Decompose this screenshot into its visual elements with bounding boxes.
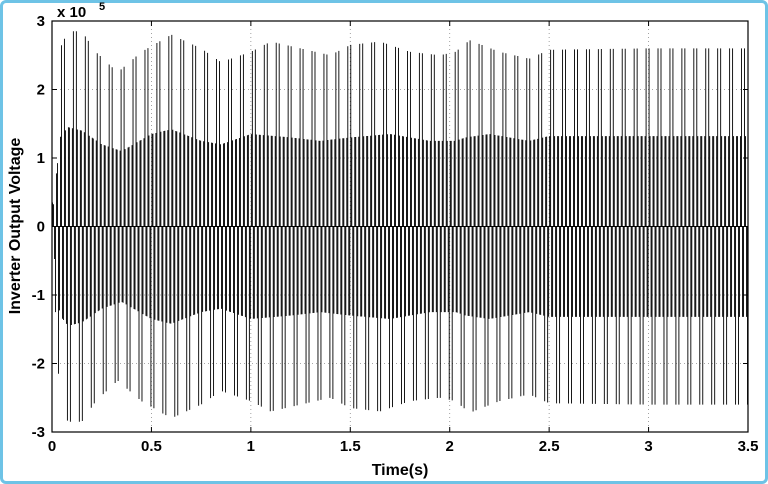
y-scale-exponent: 5	[99, 1, 105, 13]
y-tick-label: 3	[37, 13, 45, 30]
x-tick-label: 3.5	[738, 438, 759, 455]
y-tick-label: 0	[37, 219, 45, 236]
x-tick-label: 1	[247, 438, 255, 455]
y-scale-factor: x 10	[57, 4, 86, 21]
x-axis-label: Time(s)	[372, 462, 429, 479]
x-tick-label: 3	[644, 438, 652, 455]
x-axis: 0 0.5 1 1.5 2 2.5 3 3.5	[48, 21, 759, 455]
x-tick-label: 2	[446, 438, 454, 455]
y-axis: -3 -2 -1 0 1 2 3	[32, 13, 748, 441]
x-tick-label: 0	[48, 438, 56, 455]
y-tick-label: -2	[32, 356, 45, 373]
y-axis-label: Inverter Output Voltage	[7, 138, 24, 315]
x-tick-label: 0.5	[141, 438, 162, 455]
y-tick-label: 1	[37, 150, 45, 167]
y-tick-label: -1	[32, 287, 45, 304]
x-tick-label: 2.5	[539, 438, 560, 455]
y-tick-label: -3	[32, 424, 45, 441]
x-tick-label: 1.5	[340, 438, 361, 455]
y-tick-label: 2	[37, 82, 45, 99]
